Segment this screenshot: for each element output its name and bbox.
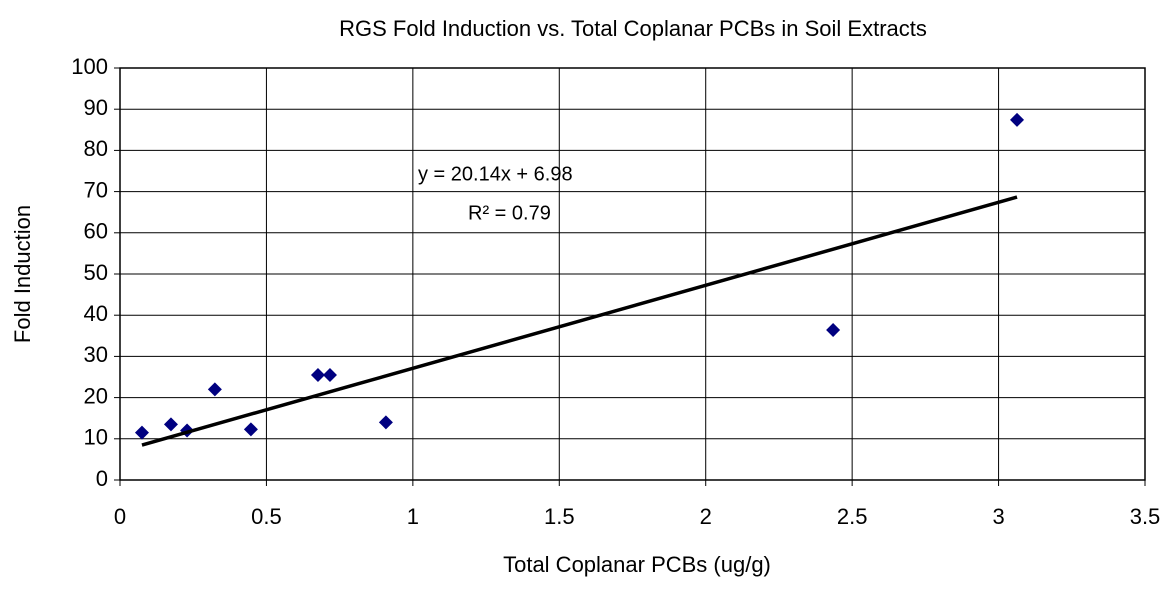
point	[243, 422, 258, 437]
trendline	[141, 195, 1018, 447]
y-tick-label: 30	[84, 342, 108, 367]
x-tick-label: 2	[700, 504, 712, 529]
point	[322, 367, 337, 382]
point	[1010, 112, 1025, 127]
y-tick-label: 0	[96, 466, 108, 491]
point	[826, 323, 841, 338]
y-tick-label: 70	[84, 177, 108, 202]
y-tick-label: 10	[84, 425, 108, 450]
y-tick-label: 90	[84, 95, 108, 120]
point	[310, 367, 325, 382]
x-tick-label: 1	[407, 504, 419, 529]
y-tick-label: 60	[84, 219, 108, 244]
plot-border	[119, 67, 1146, 481]
x-tick-label: 0	[114, 504, 126, 529]
y-tick-label: 50	[84, 260, 108, 285]
trendline-equation: y = 20.14x + 6.98	[418, 163, 573, 185]
r-squared: R² = 0.79	[468, 202, 551, 224]
point	[134, 425, 149, 440]
y-axis-label: Fold Induction	[10, 205, 35, 343]
x-axis-label: Total Coplanar PCBs (ug/g)	[503, 552, 771, 577]
y-tick-label: 40	[84, 301, 108, 326]
x-tick-label: 1.5	[544, 504, 575, 529]
x-tick-label: 0.5	[251, 504, 282, 529]
chart-title: RGS Fold Induction vs. Total Coplanar PC…	[339, 16, 927, 41]
x-tick-label: 3.5	[1130, 504, 1161, 529]
y-tick-label: 100	[71, 54, 108, 79]
point	[163, 417, 178, 432]
y-tick-label: 80	[84, 136, 108, 161]
point	[207, 382, 222, 397]
point	[378, 415, 393, 430]
x-tick-label: 2.5	[837, 504, 868, 529]
y-tick-label: 20	[84, 383, 108, 408]
x-tick-label: 3	[992, 504, 1004, 529]
